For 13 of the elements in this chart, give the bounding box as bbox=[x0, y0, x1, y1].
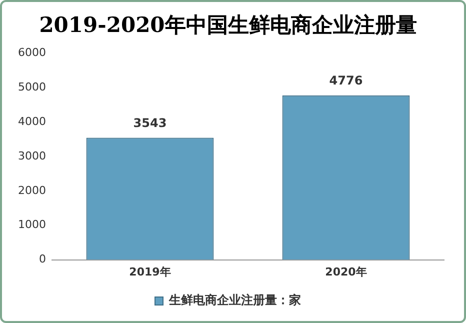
legend-label: 生鲜电商企业注册量：家 bbox=[168, 293, 301, 308]
data-label: 4776 bbox=[329, 73, 363, 88]
y-tick-label: 6000 bbox=[18, 46, 46, 60]
y-tick-label: 3000 bbox=[18, 149, 46, 162]
data-label: 3543 bbox=[133, 116, 167, 130]
y-tick-label: 1000 bbox=[18, 218, 46, 232]
y-tick-label: 4000 bbox=[18, 114, 46, 128]
y-tick-label: 0 bbox=[38, 252, 46, 266]
y-tick-label: 2000 bbox=[18, 184, 46, 197]
chart-title: 2019-2020年中国生鲜电商企业注册量 bbox=[39, 12, 417, 38]
x-tick-label: 2020年 bbox=[325, 265, 367, 278]
y-tick-label: 5000 bbox=[18, 80, 46, 94]
x-tick-label: 2019年 bbox=[129, 265, 171, 278]
